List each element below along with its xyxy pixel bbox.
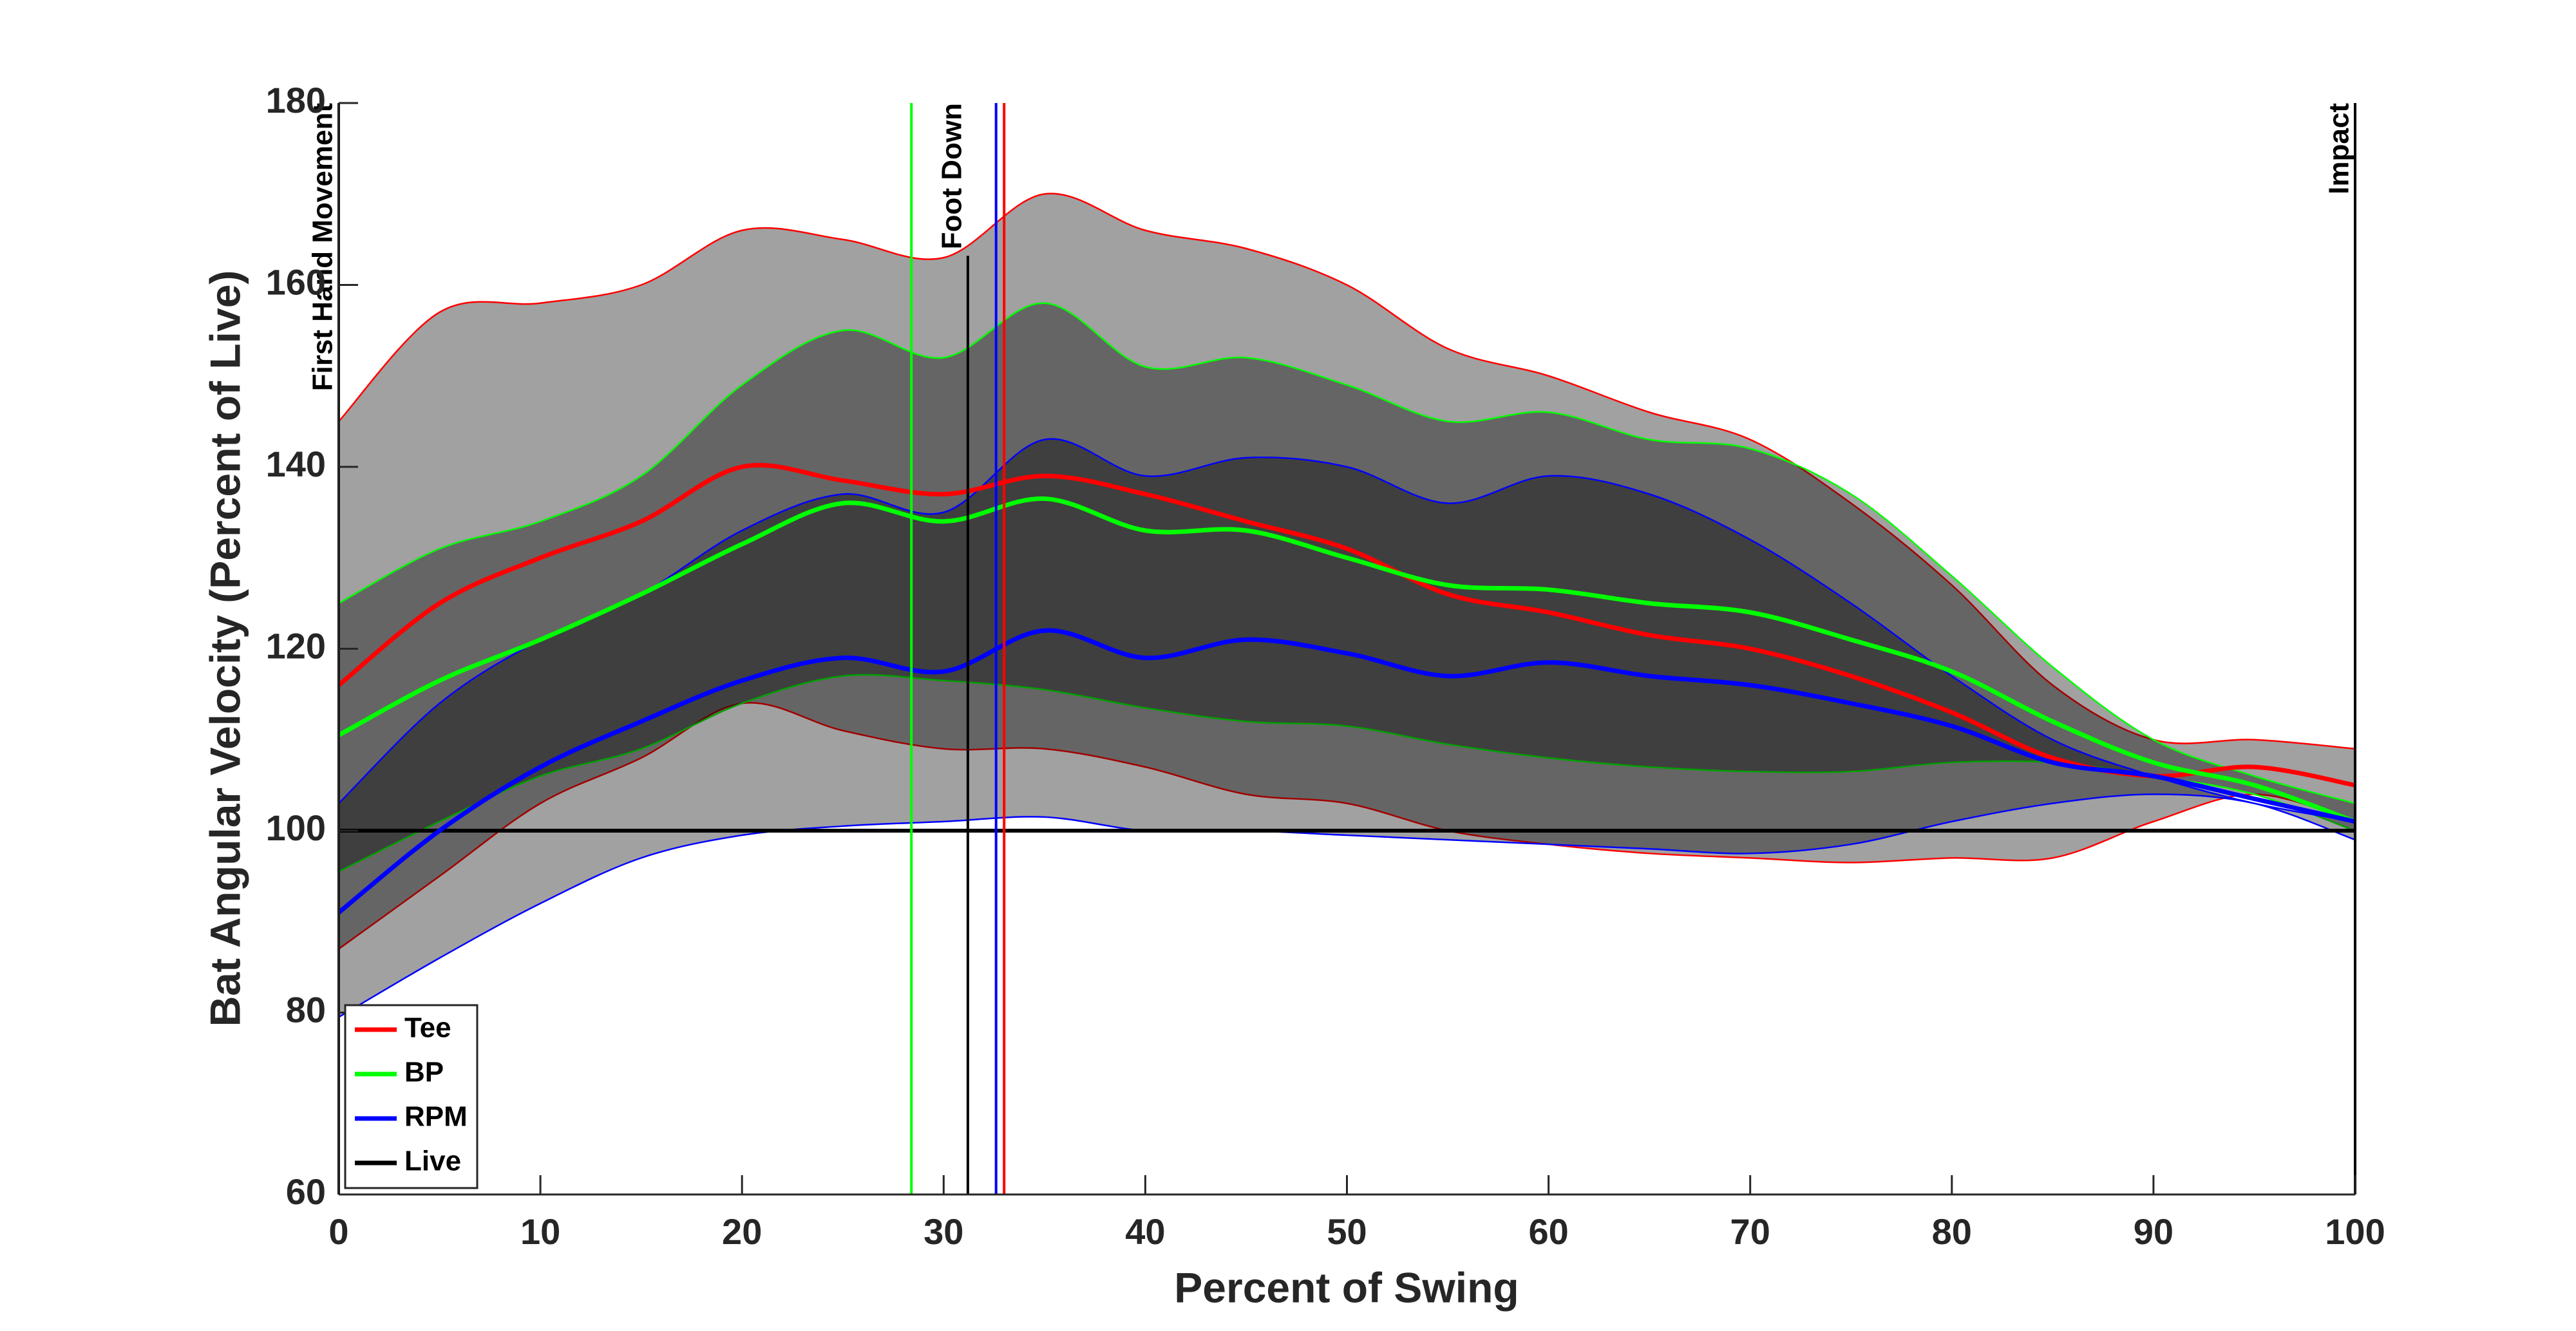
x-axis-label: Percent of Swing (1174, 1263, 1519, 1311)
x-tick-label: 60 (1528, 1211, 1568, 1252)
y-tick-label: 80 (286, 989, 326, 1030)
y-tick-label: 160 (266, 261, 326, 302)
x-tick-label: 100 (2325, 1211, 2385, 1252)
x-tick-label: 80 (1932, 1211, 1972, 1252)
x-tick-label: 70 (1730, 1211, 1770, 1252)
x-tick-label: 50 (1327, 1211, 1367, 1252)
y-tick-label: 120 (266, 625, 326, 666)
event-label: First Hand Movement (307, 103, 339, 392)
x-tick-label: 0 (328, 1211, 348, 1252)
mean-line (337, 496, 2356, 824)
legend-label: RPM (404, 1101, 468, 1133)
y-tick-label: 180 (266, 80, 326, 120)
x-tick-label: 30 (923, 1211, 963, 1252)
y-tick-label: 140 (266, 444, 326, 484)
legend-label: Tee (404, 1012, 451, 1044)
y-tick-label: 100 (266, 807, 326, 848)
x-tick-label: 20 (722, 1211, 762, 1252)
sd-band (337, 302, 2356, 873)
x-tick-label: 10 (520, 1211, 560, 1252)
event-label: Impact (2324, 103, 2355, 194)
mean-line (337, 628, 2356, 914)
x-tick-label: 90 (2134, 1211, 2174, 1252)
legend-label: Live (404, 1146, 461, 1177)
mean-line (337, 462, 2356, 788)
x-tick-label: 40 (1125, 1211, 1165, 1252)
y-axis-label: Bat Angular Velocity (Percent of Live) (201, 270, 249, 1027)
legend-label: BP (404, 1057, 444, 1088)
legend-box (344, 1004, 478, 1189)
y-tick-label: 60 (286, 1171, 326, 1212)
event-label: Foot Down (936, 103, 967, 249)
